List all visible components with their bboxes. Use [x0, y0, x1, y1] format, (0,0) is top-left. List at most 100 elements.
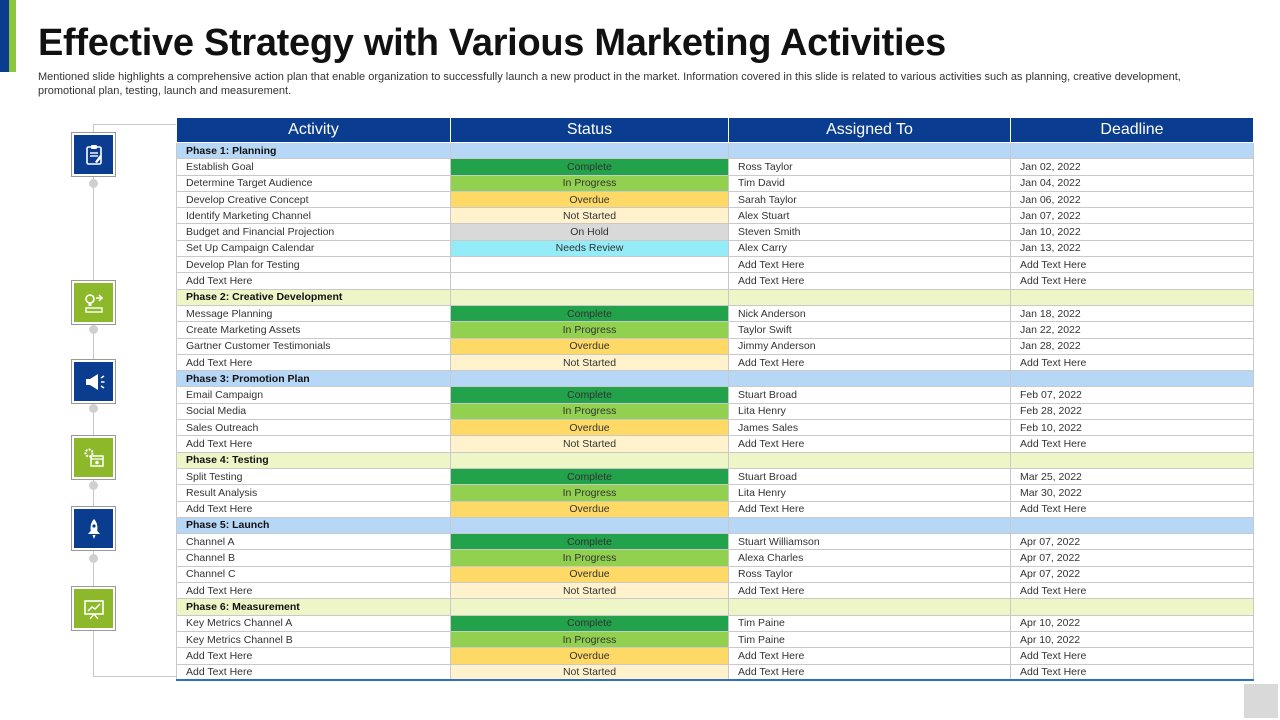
deadline-cell: Add Text Here — [1010, 272, 1254, 290]
activity-cell: Message Planning — [176, 304, 451, 323]
phase-label: Phase 5: Launch — [176, 516, 451, 535]
rocket-icon — [71, 506, 116, 551]
status-cell: Not Started — [450, 435, 729, 453]
ideas-icon — [71, 280, 116, 325]
phase-row: Phase 3: Promotion Plan — [176, 370, 1254, 388]
table-row: Key Metrics Channel B In Progress Tim Pain… — [176, 630, 1254, 649]
accent-bar-blue — [0, 0, 9, 72]
table-row: Identify Marketing Channel Not Started Ale… — [176, 207, 1254, 225]
table-row: Channel C Overdue Ross Taylor Apr 07, 2022 — [176, 565, 1254, 584]
table-row: Develop Creative Concept Overdue Sarah Tay… — [176, 190, 1254, 209]
assigned-to-cell: Add Text Here — [728, 647, 1011, 665]
status-cell: In Progress — [450, 174, 729, 192]
table-row: Add Text Here Overdue Add Text Here Add Tex… — [176, 500, 1254, 518]
assigned-to-cell: Alex Carry — [728, 239, 1011, 258]
status-cell — [450, 272, 729, 290]
assigned-to-cell: James Sales — [728, 419, 1011, 437]
assigned-to-cell: Stuart Broad — [728, 386, 1011, 404]
table-row: Establish Goal Complete Ross Taylor Jan 02,… — [176, 158, 1254, 176]
deadline-cell: Jan 28, 2022 — [1010, 337, 1254, 355]
activity-cell: Add Text Here — [176, 582, 451, 600]
phase-row-filler — [1010, 516, 1254, 535]
status-cell: Overdue — [450, 419, 729, 437]
assigned-to-cell: Lita Henry — [728, 402, 1011, 421]
phase-label: Phase 3: Promotion Plan — [176, 370, 451, 388]
table-row: Add Text Here Not Started Add Text Here Add… — [176, 582, 1254, 600]
activity-cell: Gartner Customer Testimonials — [176, 337, 451, 355]
header-activity: Activity — [176, 117, 451, 143]
deadline-cell: Jan 22, 2022 — [1010, 321, 1254, 339]
table-row: Channel B In Progress Alexa Charles Apr 07,… — [176, 549, 1254, 567]
status-cell: Not Started — [450, 353, 729, 372]
clipboard-icon — [71, 132, 116, 177]
activity-cell: Develop Plan for Testing — [176, 256, 451, 274]
phase-row-filler — [728, 516, 1011, 535]
phase-row-filler — [450, 141, 729, 160]
activity-cell: Add Text Here — [176, 435, 451, 453]
status-cell: Complete — [450, 386, 729, 404]
deadline-cell: Add Text Here — [1010, 256, 1254, 274]
assigned-to-cell: Ross Taylor — [728, 158, 1011, 176]
table-body: Phase 1: Planning Establish Goal Complete R… — [176, 141, 1254, 681]
assigned-to-cell: Tim Paine — [728, 630, 1011, 649]
action-plan-table: Activity Status Assigned To Deadline Pha… — [176, 117, 1254, 682]
activity-cell: Add Text Here — [176, 353, 451, 372]
table-row: Add Text Here Not Started Add Text Here Add… — [176, 353, 1254, 372]
deadline-cell: Add Text Here — [1010, 647, 1254, 665]
assigned-to-cell: Tim David — [728, 174, 1011, 192]
table-row: Determine Target Audience In Progress Tim … — [176, 174, 1254, 192]
assigned-to-cell: Nick Anderson — [728, 304, 1011, 323]
phase-label: Phase 2: Creative Development — [176, 288, 451, 306]
phase-row-filler — [728, 141, 1011, 160]
table-row: Create Marketing Assets In Progress Taylor… — [176, 321, 1254, 339]
presentation-chart-icon — [71, 586, 116, 631]
timeline-dot — [89, 481, 98, 490]
assigned-to-cell: Tim Paine — [728, 614, 1011, 632]
assigned-to-cell: Stuart Williamson — [728, 533, 1011, 551]
status-cell: On Hold — [450, 223, 729, 241]
status-cell: Complete — [450, 158, 729, 176]
status-cell: Needs Review — [450, 239, 729, 258]
status-cell: Complete — [450, 614, 729, 632]
timeline-dot — [89, 554, 98, 563]
assigned-to-cell: Alex Stuart — [728, 207, 1011, 225]
phase-row-filler — [728, 598, 1011, 616]
status-cell: Overdue — [450, 190, 729, 209]
activity-cell: Channel A — [176, 533, 451, 551]
accent-bar-green — [9, 0, 16, 72]
table-row: Add Text Here Overdue Add Text Here Add Tex… — [176, 647, 1254, 665]
status-cell: Complete — [450, 467, 729, 486]
phase-row-filler — [1010, 288, 1254, 306]
timeline-dot — [89, 404, 98, 413]
timeline-dot — [89, 179, 98, 188]
deadline-cell: Jan 13, 2022 — [1010, 239, 1254, 258]
status-cell: Complete — [450, 533, 729, 551]
activity-cell: Key Metrics Channel B — [176, 630, 451, 649]
deadline-cell: Jan 10, 2022 — [1010, 223, 1254, 241]
deadline-cell: Jan 06, 2022 — [1010, 190, 1254, 209]
phase-row-filler — [450, 516, 729, 535]
table-row: Key Metrics Channel A Complete Tim Paine Ap… — [176, 614, 1254, 632]
deadline-cell: Apr 07, 2022 — [1010, 533, 1254, 551]
deadline-cell: Add Text Here — [1010, 582, 1254, 600]
assigned-to-cell: Add Text Here — [728, 500, 1011, 518]
phase-row-filler — [1010, 370, 1254, 388]
deadline-cell: Apr 07, 2022 — [1010, 549, 1254, 567]
assigned-to-cell: Add Text Here — [728, 272, 1011, 290]
phase-row-filler — [450, 288, 729, 306]
table-row: Add Text Here Not Started Add Text Here Add… — [176, 663, 1254, 681]
gear-browser-icon — [71, 435, 116, 480]
table-header-row: Activity Status Assigned To Deadline — [176, 117, 1254, 143]
header-status: Status — [450, 117, 729, 143]
table-row: Set Up Campaign Calendar Needs Review Alex… — [176, 239, 1254, 258]
status-cell: In Progress — [450, 549, 729, 567]
status-cell: Overdue — [450, 337, 729, 355]
deadline-cell: Add Text Here — [1010, 500, 1254, 518]
phase-row-filler — [450, 370, 729, 388]
activity-cell: Determine Target Audience — [176, 174, 451, 192]
phase-label: Phase 1: Planning — [176, 141, 451, 160]
phase-label: Phase 6: Measurement — [176, 598, 451, 616]
activity-cell: Email Campaign — [176, 386, 451, 404]
deadline-cell: Feb 10, 2022 — [1010, 419, 1254, 437]
deadline-cell: Add Text Here — [1010, 663, 1254, 681]
